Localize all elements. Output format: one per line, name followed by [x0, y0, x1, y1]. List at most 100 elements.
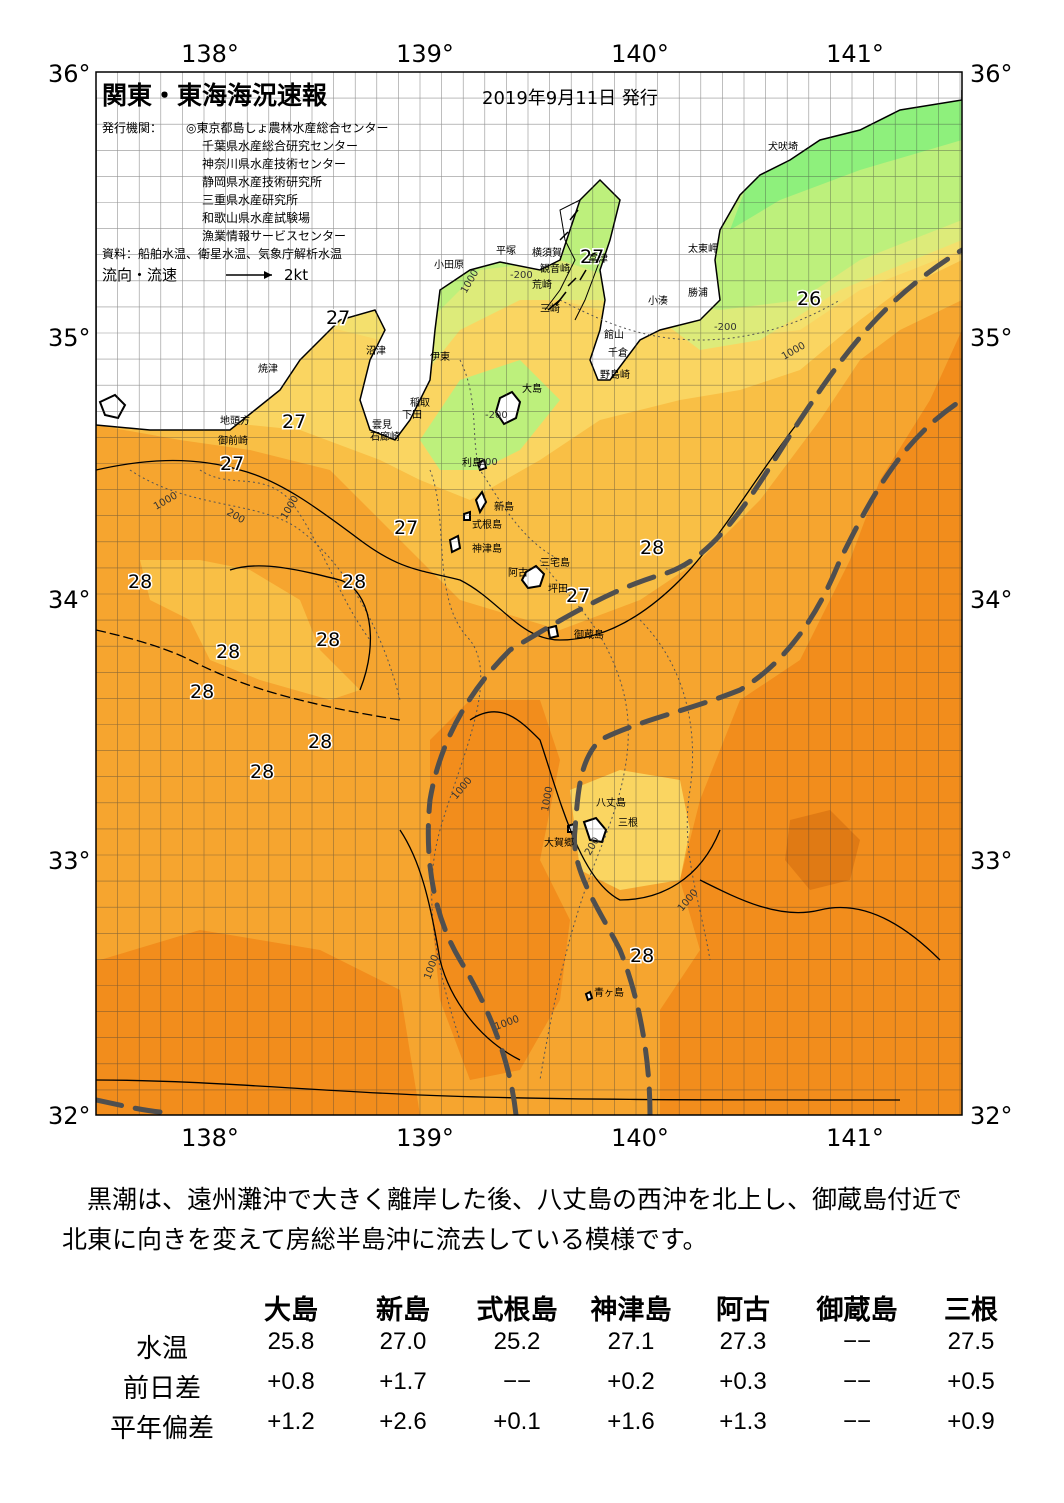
lon-label-top-141: 141° [826, 40, 884, 68]
place-label: 八丈島 [596, 796, 626, 809]
issuer-2: 千葉県水産総合研究センター [202, 138, 358, 153]
row-label-daily-diff: 前日差 [122, 1374, 201, 1404]
place-label: 千倉 [608, 346, 628, 359]
current-arrows [547, 209, 601, 311]
lat-label-right-36: 36° [970, 60, 1013, 88]
temp-label: 28 [630, 945, 654, 967]
table-cell: 25.8 [267, 1328, 315, 1355]
warm-patch-south [96, 930, 420, 1115]
place-label: 坪田 [548, 582, 568, 595]
lon-label-bottom-138: 138° [181, 1124, 239, 1152]
temp-label: 27 [580, 246, 604, 268]
depth-label: -200 [510, 270, 533, 281]
table-cell: +0.1 [493, 1408, 541, 1435]
column-oshima: 大島 [264, 1295, 318, 1325]
yellow-hachijo [570, 770, 690, 890]
map-frame [95, 71, 963, 1116]
place-label: 三崎 [540, 302, 560, 315]
axis-labels: 138° 139° 140° 141° 138° 139° 140° 141° … [48, 40, 1013, 1152]
place-label: 阿古 [508, 566, 528, 579]
place-label: 平塚 [496, 245, 516, 257]
column-ako: 阿古 [716, 1295, 770, 1325]
table-cell: +1.6 [607, 1408, 655, 1435]
table-row: 水温 25.8 27.0 25.2 27.1 27.3 −− 27.5 [0, 1328, 1064, 1368]
map-area [96, 72, 962, 1115]
place-label: 太東岬 [688, 242, 718, 255]
depth-label: -200 [714, 322, 737, 333]
temp-label: 28 [250, 761, 274, 783]
column-mitsune: 三根 [944, 1295, 998, 1325]
table-cell: 27.1 [607, 1328, 655, 1355]
lon-label-top-139: 139° [396, 40, 454, 68]
light-green-oshima [420, 360, 560, 470]
table-cell: +1.3 [719, 1408, 767, 1435]
bathymetry-contours [129, 299, 841, 1081]
column-kozushima: 神津島 [590, 1295, 672, 1325]
temp-label: 27 [282, 411, 306, 433]
table-row: 前日差 +0.8 +1.7 −− +0.2 +0.3 −− +0.5 [0, 1368, 1064, 1408]
issuers-label: 発行機関： [102, 120, 162, 135]
warm-core-spot [785, 810, 860, 890]
temp-label: 28 [128, 571, 152, 593]
table-cell: 27.0 [379, 1328, 427, 1355]
place-label: 大島 [522, 382, 542, 395]
place-label: 館山 [604, 328, 624, 341]
temp-label: 27 [566, 585, 590, 607]
issuer-6: 和歌山県水産試験場 [202, 210, 310, 225]
temp-label: 27 [220, 453, 244, 475]
place-label: 富津 [588, 252, 608, 265]
table-cell: +0.5 [947, 1368, 995, 1395]
place-label: 小田原 [434, 259, 464, 271]
table-cell: −− [842, 1408, 872, 1435]
lat-label-right-34: 34° [970, 586, 1013, 614]
place-label: 焼津 [258, 363, 278, 375]
table-cell: +0.3 [719, 1368, 767, 1395]
row-label-anomaly: 平年偏差 [109, 1414, 214, 1444]
temp-label: 26 [797, 288, 821, 310]
issuer-3: 神奈川県水産技術センター [202, 156, 346, 171]
grid [96, 72, 962, 1115]
place-label: 御前崎 [218, 434, 248, 447]
table-cell: +0.9 [947, 1408, 995, 1435]
place-label: 利島 [462, 456, 482, 469]
temperature-labels: 27 27 27 27 27 27 26 28 28 28 28 28 28 2… [127, 245, 823, 969]
table-cell: 27.3 [719, 1328, 767, 1355]
issue-date: 2019年9月11日 発行 [482, 88, 658, 109]
row-label-water-temp: 水温 [135, 1334, 188, 1364]
table-cell: +0.8 [267, 1368, 315, 1395]
place-label: 伊東 [430, 350, 450, 363]
table-cell: −− [502, 1368, 532, 1395]
temp-label: 28 [190, 681, 214, 703]
lat-label-left-34: 34° [48, 586, 91, 614]
temp-label: 27 [326, 307, 350, 329]
temp-label: 28 [640, 537, 664, 559]
table-header-row: 大島 新島 式根島 神津島 阿古 御蔵島 三根 [0, 1288, 1064, 1328]
table-cell: +1.7 [379, 1368, 427, 1395]
place-names: 犬吠埼 太東岬 勝浦 小湊 館山 千倉 野島崎 富津 観音崎 横須賀 荒崎 三崎… [218, 140, 798, 999]
place-label: 青ヶ島 [594, 986, 624, 999]
table-cell: −− [842, 1368, 872, 1395]
temp-label: 28 [342, 571, 366, 593]
place-label: 御蔵島 [574, 628, 604, 641]
place-label: 雲見 [372, 419, 392, 431]
lat-label-left-35: 35° [48, 324, 91, 352]
depth-label: 1000 [540, 786, 555, 813]
data-sources: 資料：船舶水温、衛星水温、気象庁解析水温 [102, 246, 342, 261]
lon-label-top-140: 140° [611, 40, 669, 68]
place-label: 三宅島 [540, 556, 570, 569]
depth-label: -200 [475, 457, 498, 468]
place-label: 下田 [402, 410, 422, 421]
lat-label-right-35: 35° [970, 324, 1013, 352]
temp-label: 28 [316, 629, 340, 651]
place-label: 稲取 [410, 397, 430, 409]
place-label: 野島崎 [600, 368, 630, 381]
lon-label-bottom-139: 139° [396, 1124, 454, 1152]
land [96, 72, 962, 441]
place-label: 大賀郷 [544, 836, 574, 849]
temp-label: 28 [216, 641, 240, 663]
issuer-7: 漁業情報サービスセンター [202, 229, 346, 243]
lon-label-bottom-141: 141° [826, 1124, 884, 1152]
place-label: 石廊崎 [370, 430, 400, 443]
lon-label-bottom-140: 140° [611, 1124, 669, 1152]
place-label: 新島 [494, 500, 514, 513]
